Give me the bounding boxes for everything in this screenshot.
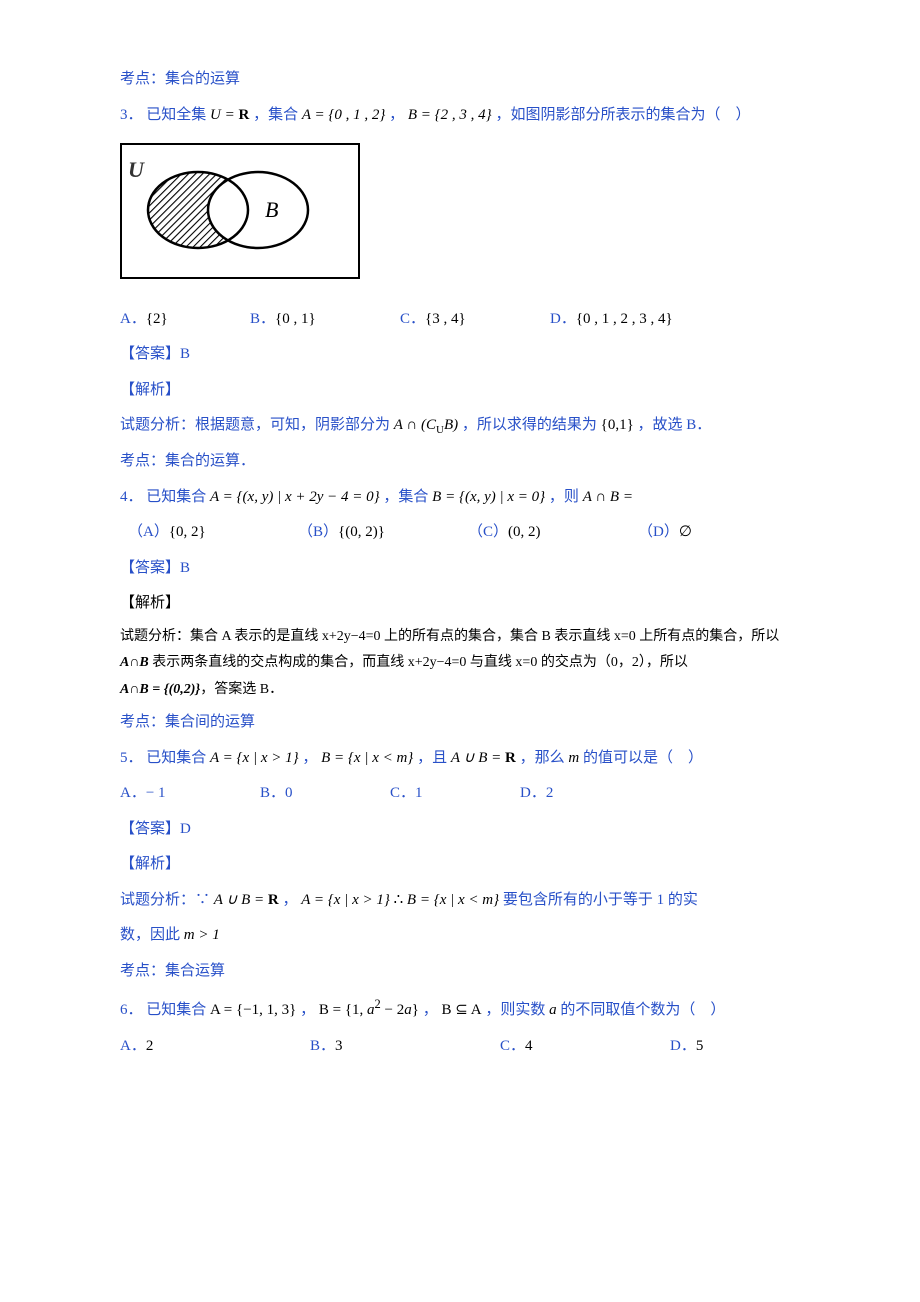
q6-text-d: ，则实数 xyxy=(485,1002,545,1018)
q4-A-eq: A = {(x, y) | x + 2y − 4 = 0} xyxy=(210,489,380,505)
q5-ana-d: 要包含所有的小于等于 1 的实 xyxy=(503,892,698,908)
q6-rel: B ⊆ A xyxy=(441,1002,481,1018)
q4-kaodian: 考点：集合间的运算 xyxy=(120,707,810,739)
q5-stem: 5． 已知集合 A = {x | x > 1} ， B = {x | x < m… xyxy=(120,743,810,775)
q4-stem: 4． 已知集合 A = {(x, y) | x + 2y − 4 = 0} ，集… xyxy=(120,482,810,514)
q3-opt-C: C．{3 , 4} xyxy=(400,304,550,336)
q4-jiexi-label: 【解析】 xyxy=(120,588,810,620)
q6-text-b: ， xyxy=(300,1002,315,1018)
q3-number: 3． xyxy=(120,107,143,123)
q5-number: 5． xyxy=(120,750,143,766)
q5-m: m xyxy=(568,750,579,766)
q4-text-a: 已知集合 xyxy=(146,489,206,505)
q4-opt-C: （C）(0, 2) xyxy=(468,517,638,549)
venn-svg: B xyxy=(140,165,330,255)
q4-text-c: ，则 xyxy=(549,489,579,505)
q5-A-eq: A = {x | x > 1} xyxy=(210,750,299,766)
q4-text-b: ，集合 xyxy=(383,489,428,505)
q3-U-lhs: U = xyxy=(210,107,238,123)
q5-ana-e1: A ∪ B = xyxy=(214,892,268,908)
q5-text-a: 已知集合 xyxy=(146,750,206,766)
q3-U-rhs: R xyxy=(239,107,250,123)
q3-ana-set: {0,1} xyxy=(601,417,634,433)
q5-text-b: ， xyxy=(302,750,317,766)
q5-opt-C: C．1 xyxy=(390,778,520,810)
q5-ana-l2a: 数，因此 xyxy=(120,927,180,943)
q4-opt-A: （A）{0, 2} xyxy=(128,517,298,549)
q6-options: A．2 B．3 C．4 D．5 xyxy=(120,1031,810,1063)
q6-stem: 6． 已知集合 A = {−1, 1, 3} ， B = {1, a2 − 2a… xyxy=(120,991,810,1027)
q3-B-eq: B = {2 , 3 , 4} xyxy=(408,107,492,123)
venn-diagram: U B xyxy=(120,143,360,279)
q4-opt-B: （B）{(0, 2)} xyxy=(298,517,468,549)
q6-a: a xyxy=(549,1002,557,1018)
q6-opt-C: C．4 xyxy=(500,1031,670,1063)
q5-analysis-1: 试题分析：∵ A ∪ B = R ， A = {x | x > 1} ∴ B =… xyxy=(120,885,810,917)
q5-ana-b: ， xyxy=(283,892,298,908)
q3-ana-c: ，故选 B． xyxy=(638,417,712,433)
q3-analysis: 试题分析：根据题意，可知，阴影部分为 A ∩ (CUB) ，所以求得的结果为 {… xyxy=(120,410,810,442)
q4-ana-l1: 试题分析：集合 A 表示的是直线 x+2y−4=0 上的所有点的集合，集合 B … xyxy=(120,624,810,651)
q3-answer: 【答案】B xyxy=(120,339,810,371)
q4-AB: A ∩ B = xyxy=(583,489,633,505)
q6-opt-A: A．2 xyxy=(120,1031,310,1063)
q5-options: A．− 1 B．0 C．1 D．2 xyxy=(120,778,810,810)
q3-A-eq: A = {0 , 1 , 2} xyxy=(302,107,386,123)
q5-ana-R: R xyxy=(268,892,279,908)
q5-kaodian: 考点：集合运算 xyxy=(120,956,810,988)
q5-ana-e3: B = {x | x < m} xyxy=(407,892,499,908)
q4-options: （A）{0, 2} （B）{(0, 2)} （C）(0, 2) （D）∅ xyxy=(120,517,810,549)
q3-ana-expr: A ∩ (CUB) xyxy=(394,417,458,433)
q3-options: A．{2} B．{0 , 1} C．{3 , 4} D．{0 , 1 , 2 ,… xyxy=(120,304,810,336)
q3-opt-A: A．{2} xyxy=(120,304,250,336)
q6-opt-D: D．5 xyxy=(670,1031,703,1063)
q5-analysis-2: 数，因此 m > 1 xyxy=(120,920,810,952)
q6-text-e: 的不同取值个数为（ ） xyxy=(560,1002,725,1018)
q5-m-gt: m > 1 xyxy=(184,927,220,943)
q4-number: 4． xyxy=(120,489,143,505)
q5-answer: 【答案】D xyxy=(120,814,810,846)
q6-text-a: 已知集合 xyxy=(146,1002,206,1018)
q5-B-eq: B = {x | x < m} xyxy=(321,750,413,766)
venn-B-label: B xyxy=(265,197,278,222)
q4-ana-l2: A∩B 表示两条直线的交点构成的集合，而直线 x+2y−4=0 与直线 x=0 … xyxy=(120,650,810,677)
q4-analysis: 试题分析：集合 A 表示的是直线 x+2y−4=0 上的所有点的集合，集合 B … xyxy=(120,624,810,704)
q6-B-eq: B = {1, a2 − 2a} xyxy=(319,1002,419,1018)
q4-ana-l3: A∩B = {(0,2)}，答案选 B． xyxy=(120,677,810,704)
q5-opt-B: B．0 xyxy=(260,778,390,810)
q3-ana-a: 试题分析：根据题意，可知，阴影部分为 xyxy=(120,417,390,433)
q5-text-c: ，且 xyxy=(417,750,447,766)
q5-text-e: 的值可以是（ ） xyxy=(583,750,703,766)
q3-text-d: ，如图阴影部分所表示的集合为（ ） xyxy=(495,107,750,123)
q6-A-eq: A = {−1, 1, 3} xyxy=(210,1002,296,1018)
q4-B-eq: B = {(x, y) | x = 0} xyxy=(432,489,545,505)
q5-ana-c: ∴ xyxy=(394,892,404,908)
q2-kaodian: 考点：集合的运算 xyxy=(120,64,810,96)
q3-opt-B: B．{0 , 1} xyxy=(250,304,400,336)
q4-answer: 【答案】B xyxy=(120,553,810,585)
q3-stem: 3． 已知全集 U = R ，集合 A = {0 , 1 , 2} ， B = … xyxy=(120,100,810,132)
q5-ana-a: 试题分析：∵ xyxy=(120,892,210,908)
q3-text-a: 已知全集 xyxy=(146,107,206,123)
q3-text-b: ，集合 xyxy=(253,107,298,123)
q5-opt-D: D．2 xyxy=(520,778,553,810)
q6-opt-B: B．3 xyxy=(310,1031,500,1063)
q6-number: 6． xyxy=(120,1002,143,1018)
q3-text-c: ， xyxy=(389,107,404,123)
q5-ana-e2: A = {x | x > 1} xyxy=(301,892,390,908)
q3-kaodian: 考点：集合的运算． xyxy=(120,446,810,478)
q5-R: R xyxy=(505,750,516,766)
q5-jiexi-label: 【解析】 xyxy=(120,849,810,881)
q5-AUB: A ∪ B = xyxy=(451,750,505,766)
q3-ana-b: ，所以求得的结果为 xyxy=(462,417,597,433)
q5-opt-A: A．− 1 xyxy=(120,778,260,810)
q3-jiexi-label: 【解析】 xyxy=(120,375,810,407)
q6-text-c: ， xyxy=(423,1002,438,1018)
q5-text-d: ，那么 xyxy=(520,750,565,766)
q3-opt-D: D．{0 , 1 , 2 , 3 , 4} xyxy=(550,304,673,336)
q4-opt-D: （D）∅ xyxy=(638,517,692,549)
